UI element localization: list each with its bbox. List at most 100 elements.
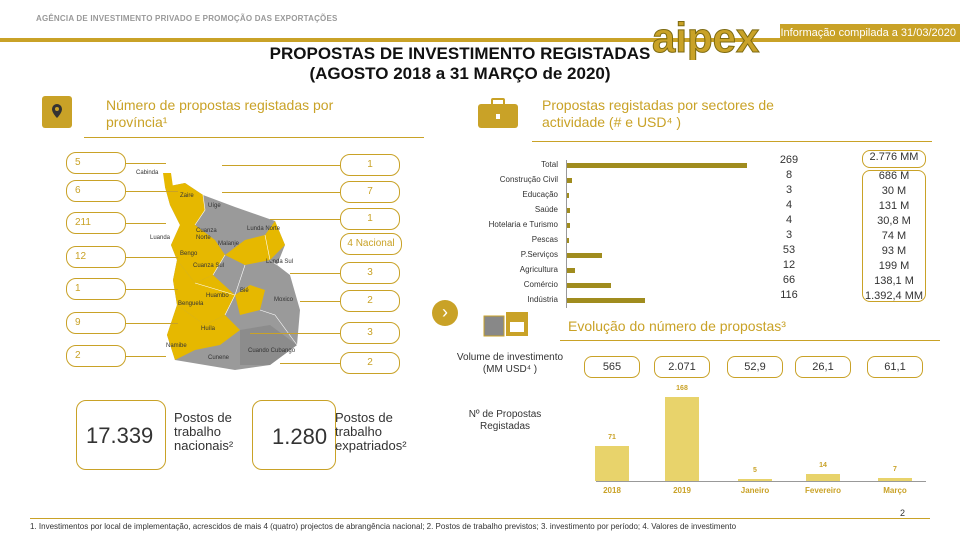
sector-usd-box <box>862 170 926 302</box>
aipex-logo: aipex <box>648 14 780 62</box>
national-jobs-label: Postos de trabalho nacionais² <box>174 410 234 453</box>
province-count-uige: 1 <box>340 154 400 176</box>
evolution-volume: 61,1 <box>884 361 906 373</box>
leader-line <box>126 163 166 164</box>
national-jobs-box <box>76 400 166 470</box>
sector-usd: 131 M <box>878 200 910 212</box>
evolution-category: Janeiro <box>740 486 770 495</box>
title-line-1: PROPOSTAS DE INVESTIMENTO REGISTADAS <box>269 44 651 63</box>
sector-count: 3 <box>785 184 793 196</box>
footer-rule <box>30 518 930 519</box>
map-label-huambo: Huambo <box>206 293 229 299</box>
evolution-bar <box>665 397 699 481</box>
sector-count: 53 <box>782 244 796 256</box>
evolution-value-label: 168 <box>676 385 688 392</box>
leader-line <box>126 223 166 224</box>
sector-label: Pescas <box>531 235 558 244</box>
leader-line <box>126 356 166 357</box>
map-label-bie: Bié <box>240 288 249 294</box>
map-label-cuanza-sul: Cuanza Sul <box>193 263 225 269</box>
sector-label: Construção Civil <box>499 175 558 184</box>
sector-label: Total <box>541 160 558 169</box>
leader-line <box>222 192 340 193</box>
expat-jobs-value: 1.280 <box>272 424 328 449</box>
sector-count: 116 <box>780 289 798 301</box>
sector-label: P.Serviços <box>520 250 558 259</box>
evolution-volume: 565 <box>602 361 622 373</box>
map-label-moxico: Moxico <box>274 297 294 303</box>
sector-count: 4 <box>785 214 793 226</box>
evolution-bar <box>595 445 629 481</box>
sector-count: 3 <box>785 229 793 241</box>
leader-line <box>126 257 178 258</box>
province-section-title: Número de propostas registadas por proví… <box>106 97 334 130</box>
sector-axis <box>566 160 567 308</box>
compiled-date: Informação compilada a 31/03/2020 <box>780 24 960 42</box>
map-label-lunda-norte: Lunda Norte <box>247 226 281 232</box>
leader-line <box>126 323 178 324</box>
map-label-zaire: Zaire <box>180 193 194 199</box>
province-count-huila: 9 <box>66 312 126 334</box>
sector-label: Indústria <box>527 295 558 304</box>
evolution-volume-box <box>795 356 851 378</box>
evolution-category: 2019 <box>673 486 691 495</box>
evolution-rule <box>560 340 940 341</box>
evolution-volume: 26,1 <box>812 361 834 373</box>
logo-text: aipex <box>652 14 760 60</box>
province-count-luanda: 211 <box>66 212 126 234</box>
sector-usd: 30,8 M <box>877 215 911 227</box>
province-count-lunda-norte: 1 <box>340 208 400 230</box>
evolution-value-label: 71 <box>608 433 616 441</box>
sector-label: Hotelaria e Turismo <box>488 220 558 229</box>
leader-line <box>126 289 178 290</box>
province-count-nacional: 4 Nacional <box>340 233 402 255</box>
map-label-uige: Uíge <box>208 203 221 209</box>
sector-usd: 686 M <box>878 170 910 182</box>
sector-usd: 1.392,4 MM <box>864 290 924 302</box>
footnote: 1. Investimentos por local de implementa… <box>30 522 737 531</box>
evolution-category: 2018 <box>603 486 621 495</box>
evolution-title: Evolução do número de propostas³ <box>568 318 786 334</box>
sector-count: 8 <box>785 169 793 181</box>
chevron-right-icon[interactable]: › <box>432 300 458 326</box>
evolution-value-label: 5 <box>753 466 757 474</box>
sector-usd: 138,1 M <box>874 275 914 287</box>
sector-count: 269 <box>779 154 799 166</box>
sector-label: Agricultura <box>519 265 558 274</box>
province-count-cuando-cubango: 2 <box>340 352 400 374</box>
evolution-volume-box <box>654 356 710 378</box>
evolution-volume-box <box>727 356 783 378</box>
briefcase-icon <box>474 96 522 130</box>
map-label-cuanza-norte: Cuanza Norte <box>196 228 217 241</box>
sector-label: Comércio <box>523 280 558 289</box>
evolution-category: Fevereiro <box>804 486 842 495</box>
map-label-huila: Huíla <box>201 326 216 332</box>
map-label-lunda-sul: Lunda Sul <box>266 259 294 265</box>
sector-label: Educação <box>522 190 558 199</box>
sector-count: 4 <box>785 199 793 211</box>
evolution-volume-box <box>584 356 640 378</box>
map-label-luanda: Luanda <box>150 235 171 241</box>
evolution-category: Março <box>883 486 907 495</box>
sector-bar <box>567 193 569 198</box>
angola-map <box>163 173 300 370</box>
sector-section-title: Propostas registadas por sectores de act… <box>542 97 774 130</box>
province-count-moxico: 2 <box>340 290 400 312</box>
money-icon <box>482 310 532 338</box>
map-label-benguela: Benguela <box>178 301 204 307</box>
evolution-volume: 52,9 <box>744 361 766 373</box>
province-count-bie: 3 <box>340 322 400 344</box>
sector-bar <box>567 238 569 243</box>
sector-count: 12 <box>782 259 796 271</box>
sector-usd: 93 M <box>881 245 907 257</box>
header-divider <box>0 38 960 42</box>
title-line-2: (AGOSTO 2018 a 31 MARÇO de 2020) <box>309 64 611 83</box>
expat-jobs-box <box>252 400 336 470</box>
evolution-bar <box>738 478 772 481</box>
leader-line <box>280 363 340 364</box>
leader-line <box>222 165 340 166</box>
sector-bar <box>567 208 570 213</box>
province-count-lunda-sul: 3 <box>340 262 400 284</box>
evolution-axis <box>596 481 926 482</box>
leader-line <box>270 219 340 220</box>
